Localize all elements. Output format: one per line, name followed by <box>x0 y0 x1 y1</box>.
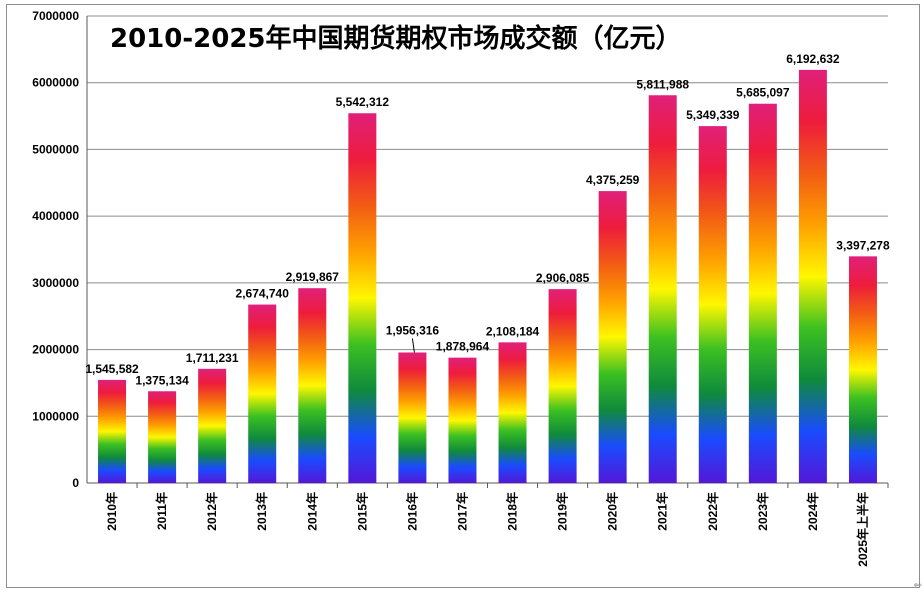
bar <box>548 289 577 483</box>
data-label: 2,906,085 <box>536 271 590 285</box>
data-label: 5,542,312 <box>336 95 390 109</box>
bar <box>248 304 277 483</box>
y-tick-label: 3000000 <box>32 276 79 290</box>
bar <box>798 69 827 483</box>
data-label: 6,192,632 <box>786 52 840 66</box>
data-label: 1,711,231 <box>186 351 239 365</box>
y-tick-label: 5000000 <box>32 142 79 156</box>
y-tick-label: 6000000 <box>32 76 79 90</box>
category-label: 2024年 <box>805 492 820 531</box>
data-label: 2,919,867 <box>286 270 340 284</box>
data-label: 1,375,134 <box>135 373 189 387</box>
category-label: 2022年 <box>705 492 720 531</box>
category-label: 2017年 <box>454 492 469 531</box>
category-label: 2023年 <box>755 492 770 531</box>
bar <box>98 379 127 483</box>
data-label: 1,878,964 <box>436 340 490 354</box>
category-label: 2020年 <box>605 492 620 531</box>
category-label: 2011年 <box>154 492 169 530</box>
y-tick-label: 2000000 <box>32 343 79 357</box>
bar <box>698 126 727 483</box>
y-tick-label: 4000000 <box>32 209 79 223</box>
bar <box>298 288 327 483</box>
category-label: 2018年 <box>505 492 520 531</box>
bar <box>148 391 177 483</box>
category-label: 2012年 <box>204 492 219 531</box>
y-tick-label: 1000000 <box>32 409 79 423</box>
bar <box>498 342 527 483</box>
category-label: 2019年 <box>555 492 570 531</box>
category-label: 2014年 <box>304 492 319 531</box>
data-label-leader <box>411 338 415 353</box>
bar <box>348 113 377 484</box>
data-label: 2,674,740 <box>236 287 290 301</box>
bar <box>398 352 427 483</box>
data-label: 3,397,278 <box>836 238 890 252</box>
bar <box>648 95 677 483</box>
category-label: 2013年 <box>254 492 269 531</box>
corner-arrow-icon: ⇐ <box>913 580 922 591</box>
bar <box>598 191 627 483</box>
y-tick-label: 0 <box>72 476 79 490</box>
data-label: 4,375,259 <box>586 173 640 187</box>
data-label: 5,349,339 <box>686 108 740 122</box>
category-label: 2015年 <box>354 492 369 531</box>
bar <box>848 256 877 483</box>
data-label: 2,108,184 <box>486 324 540 338</box>
data-label: 5,685,097 <box>736 86 790 100</box>
data-label: 1,545,582 <box>85 362 139 376</box>
y-tick-label: 7000000 <box>32 9 79 23</box>
bar <box>448 357 477 483</box>
category-label: 2025年上半年 <box>855 492 870 567</box>
data-label: 5,811,988 <box>636 77 689 91</box>
category-label: 2021年 <box>655 492 670 531</box>
bar <box>748 103 777 484</box>
bar <box>198 368 227 483</box>
data-label: 1,956,316 <box>386 323 440 337</box>
category-label: 2010年 <box>104 492 119 531</box>
category-label: 2016年 <box>404 492 419 531</box>
chart-title: 2010-2025年中国期货期权市场成交额（亿元） <box>110 23 682 54</box>
